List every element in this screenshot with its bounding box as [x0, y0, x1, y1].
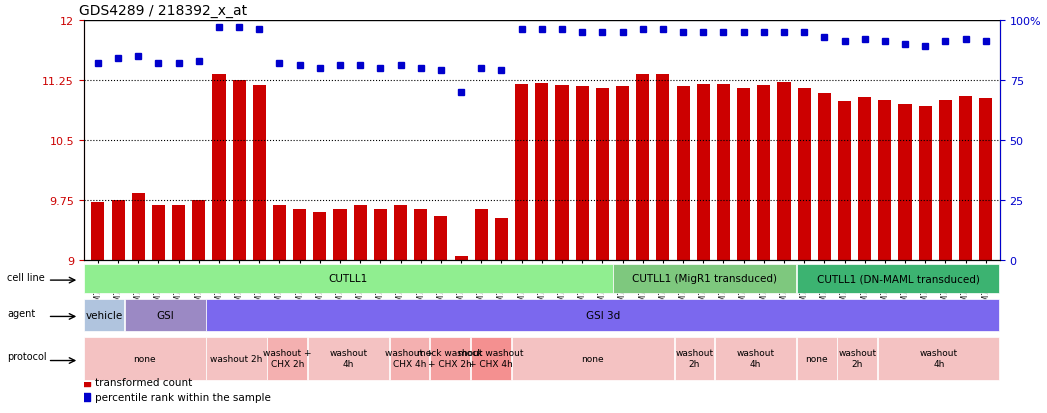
Text: mock washout
+ CHX 4h: mock washout + CHX 4h [459, 349, 524, 368]
Bar [898, 104, 912, 260]
Bar [435, 216, 447, 260]
Text: vehicle: vehicle [86, 310, 122, 320]
Text: transformed count: transformed count [95, 377, 193, 387]
Bar [430, 337, 470, 380]
Bar [674, 337, 714, 380]
Bar [757, 85, 771, 260]
Bar [859, 98, 871, 260]
Bar [798, 88, 810, 260]
Text: none: none [805, 354, 828, 363]
Text: mock washout
+ CHX 2h: mock washout + CHX 2h [418, 349, 483, 368]
Text: washout
4h: washout 4h [736, 349, 775, 368]
Bar [979, 99, 993, 260]
Bar [132, 194, 144, 260]
Text: washout 2h: washout 2h [210, 354, 263, 363]
Bar [512, 337, 674, 380]
Text: CUTLL1: CUTLL1 [329, 274, 369, 284]
Bar [797, 337, 837, 380]
Bar [84, 264, 612, 294]
Bar [354, 206, 366, 260]
Text: washout
4h: washout 4h [919, 349, 958, 368]
Text: percentile rank within the sample: percentile rank within the sample [95, 392, 271, 402]
Bar [389, 337, 429, 380]
Bar [213, 75, 225, 260]
Bar [696, 85, 710, 260]
Bar [515, 85, 528, 260]
Bar [495, 218, 508, 260]
Bar [172, 206, 185, 260]
Bar [818, 94, 831, 260]
Text: agent: agent [7, 308, 36, 318]
Bar [576, 87, 588, 260]
Bar [797, 264, 1000, 294]
Bar [112, 200, 125, 260]
Bar [252, 85, 266, 260]
Bar [308, 337, 388, 380]
Bar [206, 299, 1000, 331]
Bar [91, 203, 105, 260]
Bar [778, 83, 790, 260]
Bar [838, 102, 851, 260]
Bar [454, 256, 468, 260]
Bar [556, 86, 569, 260]
Bar [637, 75, 649, 260]
Bar [614, 264, 796, 294]
Text: none: none [134, 354, 156, 363]
Bar [293, 210, 306, 260]
Bar [394, 206, 407, 260]
Bar [374, 210, 387, 260]
Bar [717, 85, 730, 260]
Bar [656, 75, 669, 260]
Text: protocol: protocol [7, 351, 47, 361]
Text: GDS4289 / 218392_x_at: GDS4289 / 218392_x_at [80, 4, 247, 18]
Bar [267, 337, 308, 380]
Bar [878, 337, 1000, 380]
Bar [313, 212, 327, 260]
Text: GSI 3d: GSI 3d [585, 310, 620, 320]
Bar [193, 200, 205, 260]
Bar [84, 337, 205, 380]
Bar [878, 100, 891, 260]
Bar [273, 206, 286, 260]
Bar [715, 337, 796, 380]
Bar [334, 210, 347, 260]
Text: washout
2h: washout 2h [839, 349, 876, 368]
Bar [737, 88, 750, 260]
Bar [125, 299, 205, 331]
Bar [84, 299, 124, 331]
Bar [616, 87, 629, 260]
Bar [474, 210, 488, 260]
Bar [471, 337, 511, 380]
Bar [838, 337, 877, 380]
Text: CUTLL1 (MigR1 transduced): CUTLL1 (MigR1 transduced) [632, 274, 777, 284]
Text: cell line: cell line [7, 272, 45, 282]
Bar [939, 100, 952, 260]
Text: washout +
CHX 4h: washout + CHX 4h [385, 349, 433, 368]
Text: washout +
CHX 2h: washout + CHX 2h [263, 349, 312, 368]
Text: CUTLL1 (DN-MAML transduced): CUTLL1 (DN-MAML transduced) [817, 274, 980, 284]
Bar [918, 107, 932, 260]
Bar [596, 88, 609, 260]
Bar [535, 84, 549, 260]
Text: GSI: GSI [156, 310, 174, 320]
Text: none: none [581, 354, 604, 363]
Text: washout
4h: washout 4h [330, 349, 367, 368]
Bar [959, 97, 972, 260]
Bar [676, 87, 690, 260]
Bar [232, 81, 246, 260]
Text: washout
2h: washout 2h [675, 349, 714, 368]
Bar [415, 210, 427, 260]
Bar [206, 337, 267, 380]
Bar [152, 206, 165, 260]
